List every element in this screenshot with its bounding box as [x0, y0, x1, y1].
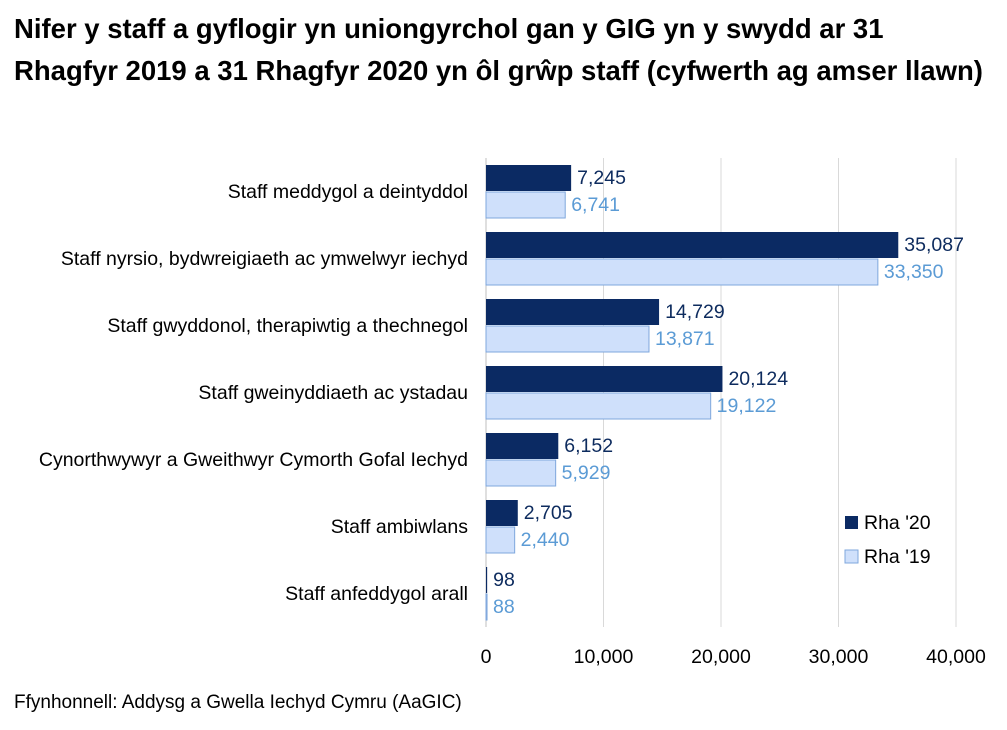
value-label: 19,122 — [717, 395, 777, 417]
value-label: 14,729 — [665, 301, 725, 323]
y-tick-label: Staff gweinyddiaeth ac ystadau — [198, 381, 468, 404]
category-label-box: Staff ambiwlans — [331, 514, 468, 540]
value-label: 98 — [493, 569, 515, 591]
value-label: 33,350 — [884, 261, 944, 283]
x-tick-label: 30,000 — [809, 646, 869, 668]
category-label-box: Staff gwyddonol, therapiwtig a thechnego… — [107, 313, 468, 339]
value-label: 5,929 — [562, 462, 611, 484]
value-label: 7,245 — [577, 167, 626, 189]
bar — [486, 567, 488, 593]
y-tick-label: Cynorthwywyr a Gweithwyr Cymorth Gofal I… — [38, 448, 468, 471]
y-tick-label: Staff ambiwlans — [330, 515, 468, 538]
category-label-box: Staff anfeddygol arall — [285, 581, 468, 607]
legend-swatch — [844, 549, 859, 564]
bar — [486, 165, 572, 191]
bar — [485, 459, 557, 487]
bar — [485, 325, 650, 353]
value-label: 35,087 — [904, 234, 964, 256]
legend-swatch — [845, 516, 858, 529]
bar — [485, 526, 516, 554]
x-tick-label: 40,000 — [926, 646, 986, 668]
legend-label: Rha '19 — [864, 546, 931, 568]
x-tick-label: 20,000 — [691, 646, 751, 668]
value-label: 88 — [493, 596, 515, 618]
x-tick-label: 0 — [481, 646, 492, 668]
bar — [486, 366, 723, 392]
source: Ffynhonnell: Addysg a Gwella Iechyd Cymr… — [14, 692, 462, 713]
category-label-box: Cynorthwywyr a Gweithwyr Cymorth Gofal I… — [39, 447, 468, 473]
bar — [486, 500, 518, 526]
category-label-box: Staff gweinyddiaeth ac ystadau — [198, 380, 468, 406]
x-tick-label: 10,000 — [574, 646, 634, 668]
value-label: 6,741 — [571, 194, 620, 216]
bar — [485, 191, 566, 219]
bar — [485, 258, 879, 286]
value-label: 2,705 — [524, 502, 573, 524]
chart-title: Nifer y staff a gyflogir yn uniongyrchol… — [14, 13, 983, 86]
bar — [486, 299, 660, 325]
y-tick-label: Staff meddygol a deintyddol — [227, 180, 468, 203]
value-label: 2,440 — [521, 529, 570, 551]
y-tick-label: Staff anfeddygol arall — [285, 582, 468, 605]
bar — [486, 433, 559, 459]
bar — [485, 593, 488, 621]
value-label: 13,871 — [655, 328, 715, 350]
bar — [486, 232, 899, 258]
category-label-box: Staff meddygol a deintyddol — [228, 179, 468, 205]
y-tick-label: Staff nyrsio, bydwreigiaeth ac ymwelwyr … — [60, 247, 468, 270]
legend-label: Rha '20 — [864, 512, 931, 534]
value-label: 6,152 — [564, 435, 613, 457]
bar — [485, 392, 712, 420]
value-label: 20,124 — [728, 368, 788, 390]
category-label-box: Staff nyrsio, bydwreigiaeth ac ymwelwyr … — [61, 246, 468, 272]
y-tick-label: Staff gwyddonol, therapiwtig a thechnego… — [107, 314, 468, 337]
